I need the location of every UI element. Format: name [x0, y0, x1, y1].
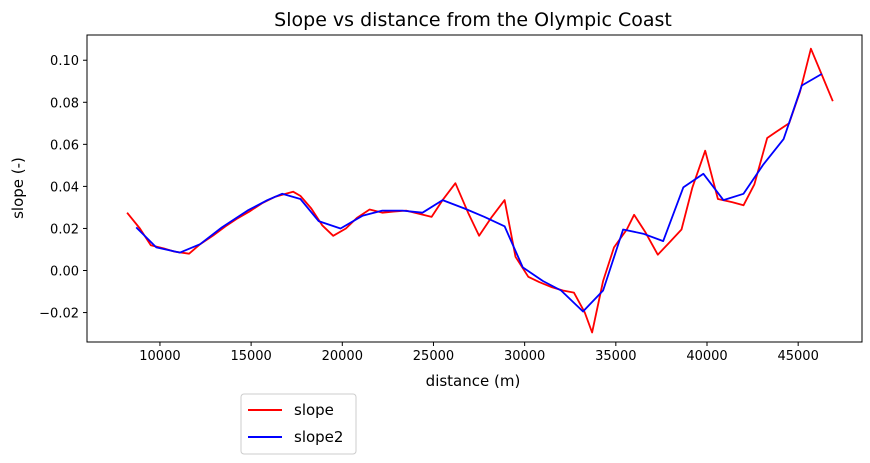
- y-axis: −0.02 0.00 0.02 0.04 0.06 0.08 0.10: [39, 54, 87, 322]
- legend-label-slope: slope: [294, 401, 334, 419]
- x-axis: 10000 15000 20000 25000 30000 35000 40000 45000: [139, 342, 819, 364]
- y-tick-label: 0.02: [50, 222, 79, 237]
- y-axis-label: slope (-): [9, 157, 27, 219]
- x-tick-label: 40000: [686, 349, 727, 364]
- x-tick-label: 45000: [777, 349, 818, 364]
- y-tick-label: 0.00: [50, 265, 79, 280]
- x-tick-label: 15000: [230, 349, 271, 364]
- legend: slope slope2: [240, 393, 357, 455]
- y-tick-label: 0.06: [50, 138, 79, 153]
- series-line-slope: [126, 47, 834, 334]
- legend-label-slope2: slope2: [294, 428, 343, 446]
- chart-title: Slope vs distance from the Olympic Coast: [274, 9, 672, 31]
- plot-frame: [86, 34, 863, 343]
- x-axis-label: distance (m): [426, 372, 521, 390]
- x-tick-label: 35000: [595, 349, 636, 364]
- x-tick-label: 25000: [413, 349, 454, 364]
- series-line-slope2: [135, 73, 823, 313]
- x-tick-label: 20000: [322, 349, 363, 364]
- x-tick-label: 10000: [139, 349, 180, 364]
- x-tick-label: 30000: [504, 349, 545, 364]
- y-tick-label: 0.08: [50, 96, 79, 111]
- plot-area: [126, 47, 834, 334]
- y-tick-label: −0.02: [39, 307, 79, 322]
- y-tick-label: 0.04: [50, 180, 79, 195]
- y-tick-label: 0.10: [50, 54, 79, 69]
